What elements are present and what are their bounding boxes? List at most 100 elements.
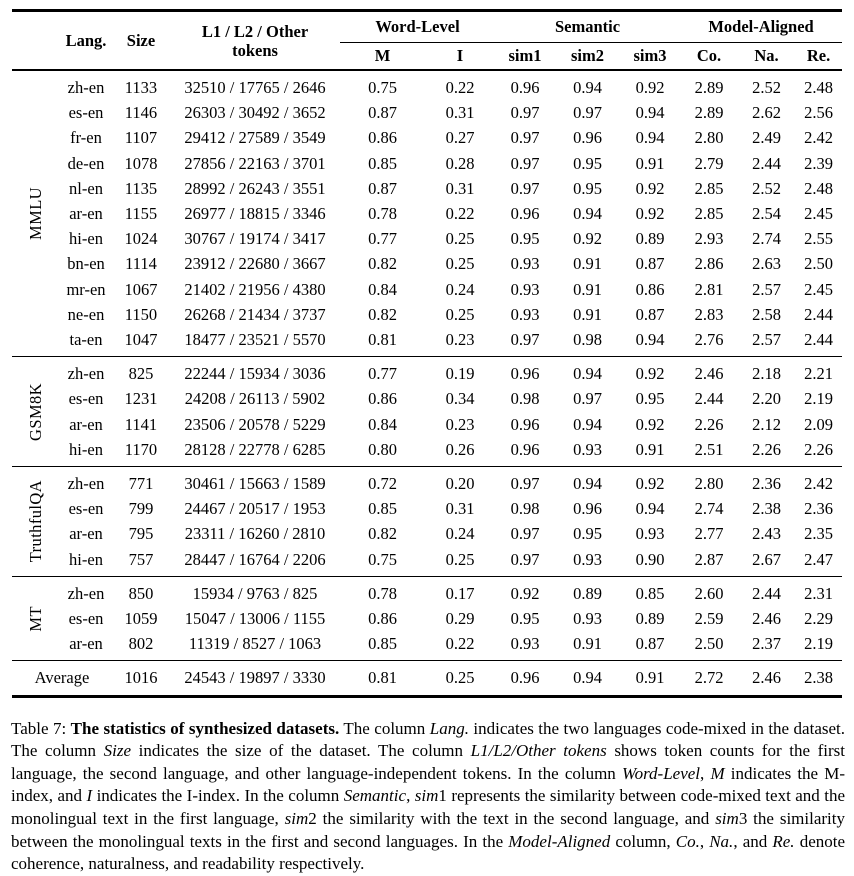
cell-value: 2.18 bbox=[752, 364, 781, 384]
cell-value: 0.17 bbox=[445, 583, 475, 603]
cell-value: 0.92 bbox=[510, 583, 540, 603]
cell-value: 1047 bbox=[124, 330, 158, 350]
cell-value: 0.97 bbox=[510, 153, 540, 173]
cell-value: 0.23 bbox=[445, 330, 475, 350]
section-average: Average 1016 24543 / 19897 / 3330 0.81 0.25 0… bbox=[12, 660, 843, 696]
table-row: hi-en 1024 30767 / 19174 / 3417 0.77 0.25 0.9… bbox=[12, 226, 842, 251]
table-row: ar-en 1155 26977 / 18815 / 3346 0.78 0.22 0.9… bbox=[12, 201, 842, 226]
cell-tokens: 15047 / 13006 / 1155 bbox=[184, 609, 326, 629]
cell-value: 0.96 bbox=[573, 128, 602, 148]
cell-value: 2.46 bbox=[752, 668, 781, 688]
caption-math-term: Model-Aligned bbox=[508, 831, 611, 851]
cell-value: 0.93 bbox=[573, 549, 602, 569]
cell-value: 0.85 bbox=[368, 499, 397, 519]
cell-value: 0.89 bbox=[635, 609, 665, 629]
caption-math-term: M bbox=[710, 763, 725, 783]
cell-value: 1016 bbox=[124, 668, 158, 688]
cell-value: 2.54 bbox=[752, 204, 781, 224]
table-row: ar-en 802 11319 / 8527 / 1063 0.85 0.22 0.93 0… bbox=[12, 631, 842, 661]
cell-value: 0.91 bbox=[573, 254, 602, 274]
cell-value: 2.44 bbox=[752, 583, 781, 603]
section-label-cell: TruthfulQA bbox=[12, 467, 60, 577]
caption-text: indicates the two languages code-mixed i… bbox=[11, 718, 845, 761]
cell-lang: es-en bbox=[68, 499, 104, 519]
cell-value: 0.96 bbox=[510, 439, 540, 459]
cell-value: 0.98 bbox=[510, 389, 540, 409]
cell-value: 0.24 bbox=[445, 279, 475, 299]
col-header-size: Size bbox=[126, 30, 156, 50]
cell-value: 2.56 bbox=[804, 103, 833, 123]
cell-value: 0.20 bbox=[445, 474, 475, 494]
cell-lang: ar-en bbox=[69, 414, 103, 434]
cell-value: 850 bbox=[128, 583, 154, 603]
cell-value: 2.38 bbox=[804, 668, 833, 688]
cell-value: 2.76 bbox=[694, 330, 724, 350]
cell-value: 2.44 bbox=[804, 330, 833, 350]
cell-lang: hi-en bbox=[69, 439, 103, 459]
cell-tokens: 11319 / 8527 / 1063 bbox=[188, 634, 322, 654]
cell-tokens: 18477 / 23521 / 5570 bbox=[184, 330, 326, 350]
caption-text: 3 the similarity between the monolingual… bbox=[11, 809, 845, 851]
table-row: ar-en 1141 23506 / 20578 / 5229 0.84 0.23 0.9… bbox=[12, 412, 842, 437]
table-row: ta-en 1047 18477 / 23521 / 5570 0.81 0.23 0.9… bbox=[12, 327, 842, 357]
cell-value: 771 bbox=[128, 474, 154, 494]
cell-value: 0.25 bbox=[445, 254, 475, 274]
cell-value: 0.93 bbox=[510, 254, 540, 274]
cell-value: 2.42 bbox=[804, 474, 833, 494]
cell-value: 2.29 bbox=[804, 609, 833, 629]
cell-tokens: 23506 / 20578 / 5229 bbox=[184, 414, 326, 434]
caption-text: , and bbox=[733, 831, 773, 851]
caption-text: shows token counts for the first languag… bbox=[11, 741, 845, 783]
cell-value: 2.81 bbox=[694, 279, 724, 299]
cell-value: 0.28 bbox=[445, 153, 475, 173]
cell-value: 2.44 bbox=[804, 304, 833, 324]
cell-value: 0.97 bbox=[510, 103, 540, 123]
col-group-semantic: Semantic bbox=[495, 10, 681, 43]
cell-value: 2.42 bbox=[804, 128, 833, 148]
cell-value: 0.91 bbox=[635, 668, 665, 688]
caption-text: Table 7: bbox=[11, 718, 71, 738]
cell-value: 795 bbox=[128, 524, 154, 544]
cell-value: 2.86 bbox=[694, 254, 724, 274]
cell-lang: nl-en bbox=[69, 178, 103, 198]
cell-lang: es-en bbox=[68, 103, 104, 123]
cell-value: 0.96 bbox=[573, 499, 602, 519]
cell-tokens: 28128 / 22778 / 6285 bbox=[184, 439, 326, 459]
cell-value: 0.85 bbox=[635, 583, 665, 603]
cell-value: 0.95 bbox=[510, 229, 540, 249]
cell-value: 0.87 bbox=[635, 634, 665, 654]
col-header-sim1: sim1 bbox=[508, 46, 542, 65]
cell-value: 2.19 bbox=[804, 634, 833, 654]
cell-value: 0.96 bbox=[510, 78, 540, 97]
cell-value: 1059 bbox=[124, 609, 158, 629]
cell-value: 2.63 bbox=[752, 254, 781, 274]
cell-value: 0.72 bbox=[368, 474, 397, 494]
cell-value: 1150 bbox=[124, 304, 158, 324]
col-header-tokens-line1: L1 / L2 / Other bbox=[201, 21, 309, 41]
cell-value: 0.94 bbox=[573, 414, 602, 434]
cell-value: 2.58 bbox=[752, 304, 781, 324]
cell-value: 0.34 bbox=[445, 389, 475, 409]
cell-value: 2.39 bbox=[804, 153, 833, 173]
cell-value: 1141 bbox=[124, 414, 158, 434]
cell-value: 2.45 bbox=[804, 204, 833, 224]
cell-value: 2.74 bbox=[752, 229, 781, 249]
cell-value: 0.78 bbox=[368, 204, 397, 224]
cell-value: 0.75 bbox=[368, 549, 397, 569]
cell-value: 0.97 bbox=[573, 389, 602, 409]
cell-value: 0.95 bbox=[510, 609, 540, 629]
cell-lang: bn-en bbox=[67, 254, 105, 274]
cell-value: 2.57 bbox=[752, 279, 781, 299]
cell-value: 1231 bbox=[124, 389, 158, 409]
cell-value: 1107 bbox=[124, 128, 158, 148]
cell-value: 0.94 bbox=[573, 474, 602, 494]
caption-math-term: Co. bbox=[675, 831, 700, 851]
sub-header-row: M I sim1 sim2 sim3 Co. Na. Re. bbox=[12, 43, 842, 71]
cell-value: 0.31 bbox=[445, 103, 475, 123]
cell-value: 0.97 bbox=[510, 178, 540, 198]
cell-value: 0.97 bbox=[510, 524, 540, 544]
cell-tokens: 23912 / 22680 / 3667 bbox=[184, 254, 326, 274]
cell-value: 0.26 bbox=[445, 439, 475, 459]
cell-value: 2.47 bbox=[804, 549, 833, 569]
cell-value: 0.94 bbox=[635, 330, 665, 350]
